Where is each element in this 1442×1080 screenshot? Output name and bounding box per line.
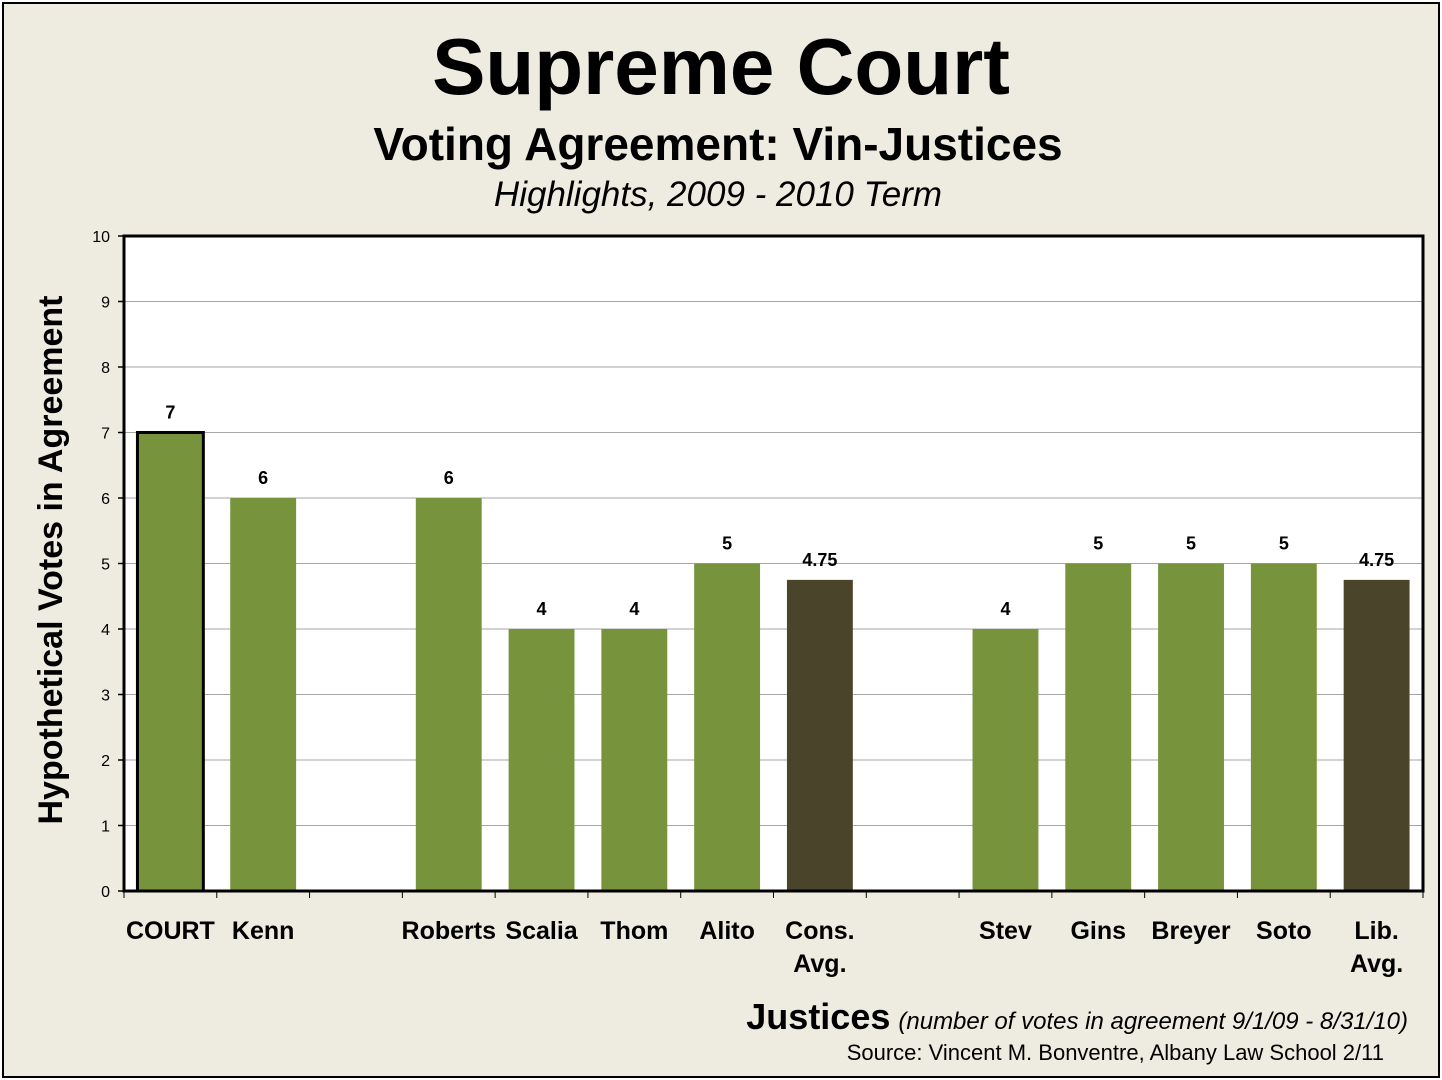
chart-term-subtitle: Highlights, 2009 - 2010 Term: [493, 175, 943, 214]
value-label: 6: [444, 468, 454, 488]
x-axis-label: Justices: [746, 996, 891, 1037]
y-tick-label: 1: [101, 819, 110, 836]
x-axis-note: (number of votes in agreement 9/1/09 - 8…: [898, 1008, 1408, 1035]
source-note: Source: Vincent M. Bonventre, Albany Law…: [846, 1040, 1384, 1065]
value-label: 4: [1000, 599, 1010, 619]
bar-3: [415, 498, 482, 891]
y-tick-label: 3: [101, 688, 110, 705]
category-label: Scalia: [505, 917, 578, 945]
category-label: Soto: [1256, 917, 1312, 945]
y-tick-label: 2: [101, 753, 110, 770]
value-label: 4.75: [1359, 550, 1394, 570]
value-label: 4: [629, 599, 639, 619]
value-label: 5: [1279, 534, 1289, 554]
y-tick-label: 4: [101, 622, 110, 639]
value-label: 5: [1093, 534, 1103, 554]
value-label: 5: [722, 534, 732, 554]
bar-13: [1343, 579, 1410, 891]
bar-10: [1065, 563, 1132, 891]
y-tick-label: 9: [101, 295, 110, 312]
category-label: Stev: [979, 917, 1032, 945]
category-label: Cons.: [785, 917, 854, 945]
bar-9: [972, 629, 1039, 891]
bar-0: [135, 431, 205, 893]
chart-subtitle: Voting Agreement: Vin-Justices: [373, 118, 1063, 170]
y-tick-label: 5: [101, 557, 110, 574]
category-label: COURT: [126, 917, 215, 945]
y-tick-label: 6: [101, 491, 110, 508]
y-tick-label: 7: [101, 426, 110, 443]
y-axis-label: Hypothetical Votes in Agreement: [32, 296, 70, 825]
category-label: Kenn: [232, 917, 295, 945]
category-label: Avg.: [1350, 950, 1403, 978]
category-label: Alito: [699, 917, 755, 945]
category-label: Avg.: [793, 950, 846, 978]
value-label: 7: [165, 403, 175, 423]
bar-5: [601, 629, 668, 891]
chart-title: Supreme Court: [432, 22, 1010, 111]
category-label: Gins: [1070, 917, 1126, 945]
bar-1: [230, 498, 297, 891]
value-label: 4.75: [802, 550, 837, 570]
y-tick-label: 0: [101, 884, 110, 901]
bar-12: [1250, 563, 1317, 891]
category-label: Lib.: [1354, 917, 1398, 945]
category-label: Breyer: [1151, 917, 1230, 945]
value-label: 5: [1186, 534, 1196, 554]
y-tick-label: 10: [92, 229, 110, 246]
y-tick-label: 8: [101, 360, 110, 377]
category-label: Thom: [600, 917, 668, 945]
bar-4: [508, 629, 575, 891]
value-label: 6: [258, 468, 268, 488]
bar-6: [694, 563, 761, 891]
x-axis-label-wrap: Justices (number of votes in agreement 9/…: [746, 996, 1408, 1038]
bar-7: [786, 579, 853, 891]
bar-11: [1158, 563, 1224, 891]
category-label: Roberts: [402, 917, 496, 945]
value-label: 4: [537, 599, 547, 619]
